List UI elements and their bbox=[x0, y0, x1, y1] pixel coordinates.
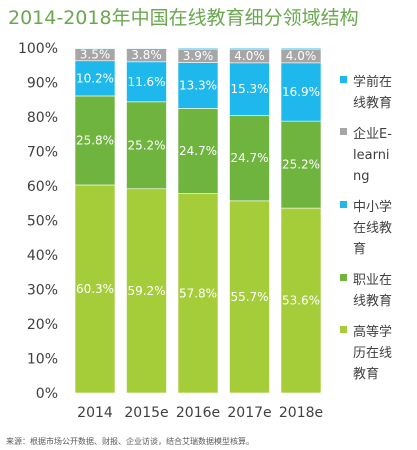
chart-title: 2014-2018年中国在线教育细分领域结构 bbox=[8, 7, 359, 29]
data-label: 24.7% bbox=[179, 144, 217, 158]
bar-segment bbox=[126, 47, 167, 49]
legend-swatch bbox=[340, 326, 347, 333]
y-tick-label: 10% bbox=[27, 352, 58, 368]
bar-segment bbox=[74, 184, 116, 394]
legend-label: ng bbox=[353, 169, 370, 184]
legend-label: 历在线 bbox=[353, 346, 392, 361]
legend-item: 企业E-learni ng bbox=[340, 126, 392, 184]
data-label: 13.3% bbox=[179, 78, 217, 92]
legend-label: 线教育 bbox=[353, 95, 392, 111]
data-label: 3.9% bbox=[183, 49, 214, 63]
bar-segment bbox=[177, 108, 219, 194]
data-label: 4.0% bbox=[234, 49, 265, 63]
data-label: 3.5% bbox=[80, 48, 111, 62]
bar-segment bbox=[74, 95, 116, 186]
data-label: 25.2% bbox=[127, 138, 165, 152]
legend-label: 高等学 bbox=[353, 324, 392, 340]
data-label: 25.8% bbox=[76, 133, 114, 147]
data-label: 4.0% bbox=[286, 49, 317, 63]
legend-label: 企业E- bbox=[353, 126, 392, 142]
legend-label: 职业在 bbox=[353, 273, 392, 288]
y-tick-label: 50% bbox=[27, 214, 58, 230]
legend-label: 教育 bbox=[353, 366, 379, 382]
y-tick-label: 70% bbox=[27, 145, 58, 161]
bar-segment bbox=[280, 207, 322, 394]
y-tick-label: 40% bbox=[27, 248, 58, 264]
data-label: 3.8% bbox=[131, 48, 162, 62]
x-axis: 2014 2015e 2016e 2017e 2018e bbox=[77, 405, 323, 421]
data-label: 24.7% bbox=[230, 151, 268, 165]
data-label: 60.3% bbox=[76, 282, 114, 296]
data-label: 25.2% bbox=[282, 158, 320, 172]
bar-segment bbox=[126, 61, 167, 103]
x-tick-label: 2017e bbox=[227, 405, 271, 421]
bar-segment bbox=[177, 62, 219, 109]
data-label: 53.6% bbox=[282, 294, 320, 308]
legend-label: 中小学 bbox=[353, 199, 392, 215]
legend-swatch bbox=[340, 76, 347, 83]
legend-label: 学前在 bbox=[353, 74, 392, 90]
bar-segment bbox=[177, 47, 219, 50]
bar-segment bbox=[229, 62, 270, 116]
legend-swatch bbox=[340, 201, 347, 208]
y-tick-label: 20% bbox=[27, 317, 58, 333]
x-tick-label: 2015e bbox=[124, 405, 168, 421]
bar-segment bbox=[280, 62, 322, 122]
y-tick-label: 60% bbox=[27, 179, 58, 195]
legend-label: 线教育 bbox=[353, 293, 392, 309]
legend-swatch bbox=[340, 128, 347, 135]
bar-segment bbox=[177, 193, 219, 394]
y-tick-label: 90% bbox=[27, 76, 58, 92]
bar-segment bbox=[280, 120, 322, 209]
x-tick-label: 2014 bbox=[77, 405, 113, 421]
x-tick-label: 2018e bbox=[279, 405, 323, 421]
y-tick-label: 80% bbox=[27, 110, 58, 126]
bar-segment bbox=[126, 188, 167, 394]
data-label: 16.9% bbox=[282, 85, 320, 99]
y-tick-label: 0% bbox=[36, 386, 58, 402]
x-tick-label: 2016e bbox=[176, 405, 220, 421]
data-label: 10.2% bbox=[76, 71, 114, 85]
data-label: 59.2% bbox=[127, 284, 165, 298]
data-label: 57.8% bbox=[179, 286, 217, 300]
source-note: 来源：根据市场公开数据、财报、企业访谈，结合艾瑞数据模型核算。 bbox=[6, 436, 254, 446]
bar-segment bbox=[74, 47, 116, 49]
legend-label: 育 bbox=[353, 241, 366, 257]
data-label: 55.7% bbox=[230, 290, 268, 304]
y-axis: 0% 10% 20% 30% 40% 50% 60% 70% 80% 90% 100% bbox=[18, 41, 58, 402]
bar-segment bbox=[229, 47, 270, 50]
legend-label: learni bbox=[353, 148, 390, 163]
data-label: 15.3% bbox=[230, 82, 268, 96]
y-tick-label: 30% bbox=[27, 283, 58, 299]
bar-segment bbox=[126, 101, 167, 190]
data-label: 11.6% bbox=[127, 75, 165, 89]
y-tick-label: 100% bbox=[18, 41, 58, 57]
bars: 60.3% 25.8% 10.2% 3.5% 59.2% 25.2% 11.6% 3.8% 57… bbox=[74, 47, 322, 394]
bar-segment bbox=[229, 200, 270, 394]
legend-swatch bbox=[340, 274, 347, 281]
bar-segment bbox=[280, 47, 322, 50]
legend-label: 在线教 bbox=[353, 220, 392, 236]
